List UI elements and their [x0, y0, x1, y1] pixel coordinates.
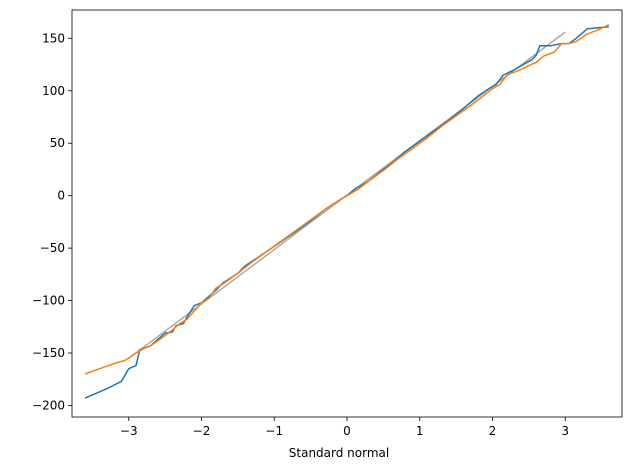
y-tick-label: −150 [32, 346, 65, 360]
x-tick-label: 2 [489, 424, 497, 438]
series-line-2 [84, 24, 610, 375]
y-tick-label: 150 [42, 31, 65, 45]
x-tick-label: −2 [193, 424, 211, 438]
x-tick-label: −3 [120, 424, 138, 438]
y-tick-label: 0 [57, 189, 65, 203]
x-axis-ticks: −3 −2 −1 0 1 2 3 [120, 417, 569, 438]
x-tick-label: −1 [265, 424, 283, 438]
y-tick-label: −50 [40, 241, 65, 255]
series-lines [84, 24, 610, 399]
y-tick-label: −200 [32, 398, 65, 412]
y-tick-label: −100 [32, 294, 65, 308]
y-tick-label: 100 [42, 84, 65, 98]
y-tick-label: 50 [50, 136, 65, 150]
x-axis-label: Standard normal [289, 446, 389, 460]
x-tick-label: 3 [561, 424, 569, 438]
y-axis-ticks: −200 −150 −100 −50 0 50 100 150 [32, 31, 72, 412]
x-tick-label: 1 [416, 424, 424, 438]
x-tick-label: 0 [343, 424, 351, 438]
